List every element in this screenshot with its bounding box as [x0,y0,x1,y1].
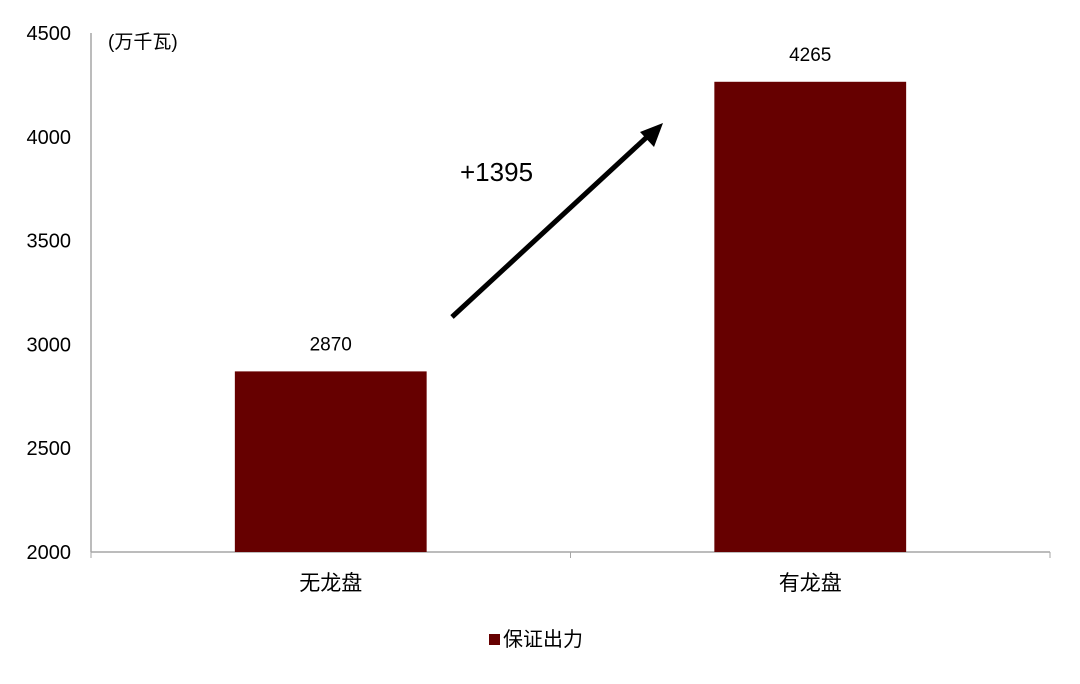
legend-label: 保证出力 [503,628,583,651]
y-tick-label: 3500 [27,231,72,253]
unit-label: (万千瓦) [108,31,178,53]
y-tick-label: 4500 [27,23,72,45]
y-tick-label: 4000 [27,127,72,149]
y-axis: 2000 2500 3000 3500 4000 4500 [27,23,92,564]
x-axis: 无龙盘 有龙盘 [90,551,1051,595]
x-category-label: 有龙盘 [779,572,842,595]
increase-annotation: +1395 [450,123,663,319]
legend: 保证出力 [489,628,583,651]
y-tick-label: 3000 [27,334,72,356]
x-category-label: 无龙盘 [299,572,362,595]
bar [234,371,427,552]
y-tick-label: 2500 [27,438,72,460]
bars: 2870 4265 [234,45,907,552]
data-label: 2870 [310,334,352,355]
data-label: 4265 [789,45,831,66]
arrow-head-icon [640,123,663,147]
bar [714,81,907,552]
increase-arrow [450,134,650,319]
increase-label: +1395 [460,157,533,187]
legend-swatch [489,634,500,645]
y-tick-label: 2000 [27,542,72,564]
